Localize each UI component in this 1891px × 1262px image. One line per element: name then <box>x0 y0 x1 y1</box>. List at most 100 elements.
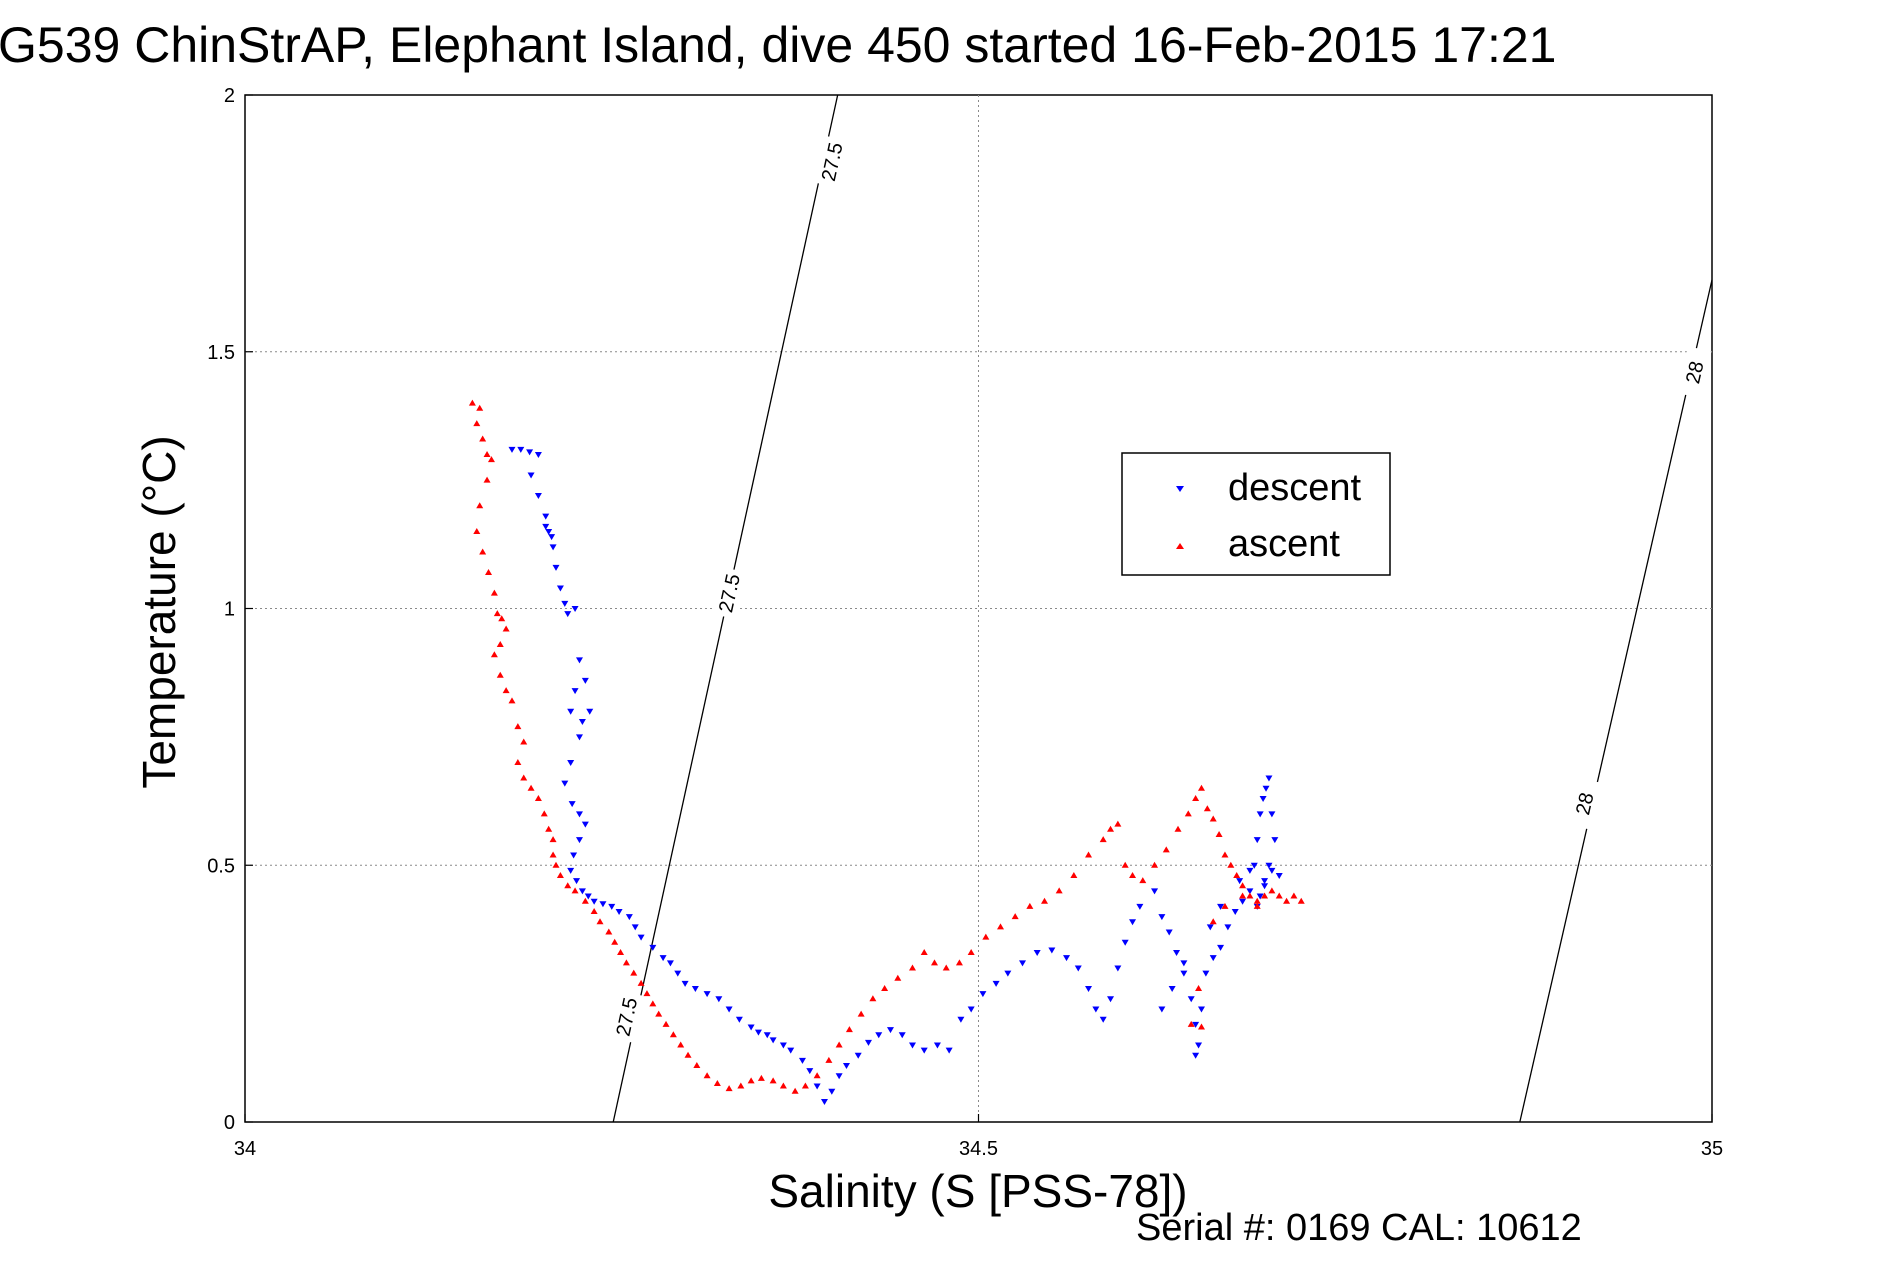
ascent-point <box>1041 897 1049 904</box>
ascent-point <box>1114 820 1122 827</box>
ascent-point <box>1253 902 1261 909</box>
ascent-point <box>669 1031 677 1038</box>
ascent-point <box>982 933 990 940</box>
descent-point <box>542 523 550 530</box>
ascent-point <box>1261 892 1269 899</box>
descent-point <box>1239 898 1247 905</box>
descent-point <box>945 1047 953 1054</box>
descent-point <box>1048 947 1056 954</box>
ascent-point <box>1209 815 1217 822</box>
descent-point <box>1256 893 1264 900</box>
ascent-point <box>835 1041 843 1048</box>
descent-point <box>586 708 594 715</box>
ascent-point <box>920 949 928 956</box>
ascent-point <box>1026 902 1034 909</box>
descent-point <box>1180 970 1188 977</box>
descent-point <box>898 1032 906 1039</box>
ascent-point <box>520 774 528 781</box>
descent-point <box>1261 883 1269 890</box>
ascent-point <box>769 1077 777 1084</box>
ascent-point <box>1253 897 1261 904</box>
data-series <box>468 399 1305 1105</box>
ascent-point <box>997 923 1005 930</box>
ascent-point <box>502 625 510 632</box>
descent-point <box>1271 837 1279 844</box>
descent-point <box>599 901 607 908</box>
descent-point <box>567 867 575 874</box>
descent-point <box>779 1042 787 1049</box>
descent-point <box>578 888 586 895</box>
ascent-point <box>791 1087 799 1094</box>
ascent-point <box>1070 872 1078 879</box>
descent-point <box>1206 924 1214 931</box>
ascent-point <box>473 527 481 534</box>
descent-point <box>567 708 575 715</box>
descent-point <box>564 611 572 618</box>
contour-label-bg <box>1567 777 1602 830</box>
ascent-point <box>1203 805 1211 812</box>
ascent-point <box>476 404 484 411</box>
ascent-point <box>1246 892 1254 899</box>
ascent-point <box>1283 897 1291 904</box>
ascent-point <box>1197 1023 1205 1030</box>
descent-point <box>534 493 542 500</box>
ascent-point <box>1184 810 1192 817</box>
ascent-point <box>552 861 560 868</box>
descent-point <box>1250 862 1258 869</box>
descent-point <box>549 544 557 551</box>
descent-point <box>1099 1016 1107 1023</box>
descent-point <box>508 446 516 453</box>
y-tick-label: 0 <box>224 1112 235 1134</box>
ascent-point <box>1233 872 1241 879</box>
descent-point <box>526 449 534 456</box>
x-tick-label: 34.5 <box>959 1138 998 1160</box>
descent-point <box>1209 955 1217 962</box>
descent-point <box>674 970 682 977</box>
descent-point <box>575 811 583 818</box>
descent-point <box>886 1027 894 1034</box>
descent-point <box>763 1032 771 1039</box>
descent-point <box>735 1016 743 1023</box>
ascent-point <box>487 456 495 463</box>
ascent-point <box>496 671 504 678</box>
descent-point <box>967 1006 975 1013</box>
descent-point <box>1180 960 1188 967</box>
ascent-point <box>476 502 484 509</box>
descent-point <box>548 534 556 541</box>
ascent-point <box>479 548 487 555</box>
ascent-point <box>545 825 553 832</box>
chart-title: G539 ChinStrAP, Elephant Island, dive 45… <box>0 17 1556 73</box>
descent-point <box>1173 950 1181 957</box>
descent-point <box>1268 811 1276 818</box>
ascent-point <box>490 651 498 658</box>
descent-point <box>590 898 598 905</box>
contour-line <box>1519 279 1713 1123</box>
descent-point <box>571 688 579 695</box>
x-tick-label: 35 <box>1701 1138 1723 1160</box>
series-descent <box>508 446 1283 1105</box>
ascent-point <box>581 897 589 904</box>
descent-point <box>725 1006 733 1013</box>
grid-lines <box>245 95 1712 1122</box>
ascent-point <box>1239 882 1247 889</box>
descent-point <box>828 1088 836 1095</box>
descent-point <box>1261 878 1269 885</box>
ascent-point <box>649 1000 657 1007</box>
descent-point <box>769 1037 777 1044</box>
descent-point <box>1121 939 1129 946</box>
descent-point <box>747 1024 755 1031</box>
ascent-point <box>498 615 506 622</box>
descent-point <box>1202 970 1210 977</box>
legend: descent ascent <box>1121 452 1391 576</box>
contour-label-bg <box>1677 346 1712 399</box>
ascent-point <box>564 882 572 889</box>
descent-point <box>1236 878 1244 885</box>
descent-point <box>573 878 581 885</box>
descent-point <box>575 734 583 741</box>
descent-point <box>1187 996 1195 1003</box>
descent-point <box>1262 785 1270 792</box>
ascent-point <box>779 1082 787 1089</box>
ascent-point <box>713 1079 721 1086</box>
descent-point <box>1114 965 1122 972</box>
